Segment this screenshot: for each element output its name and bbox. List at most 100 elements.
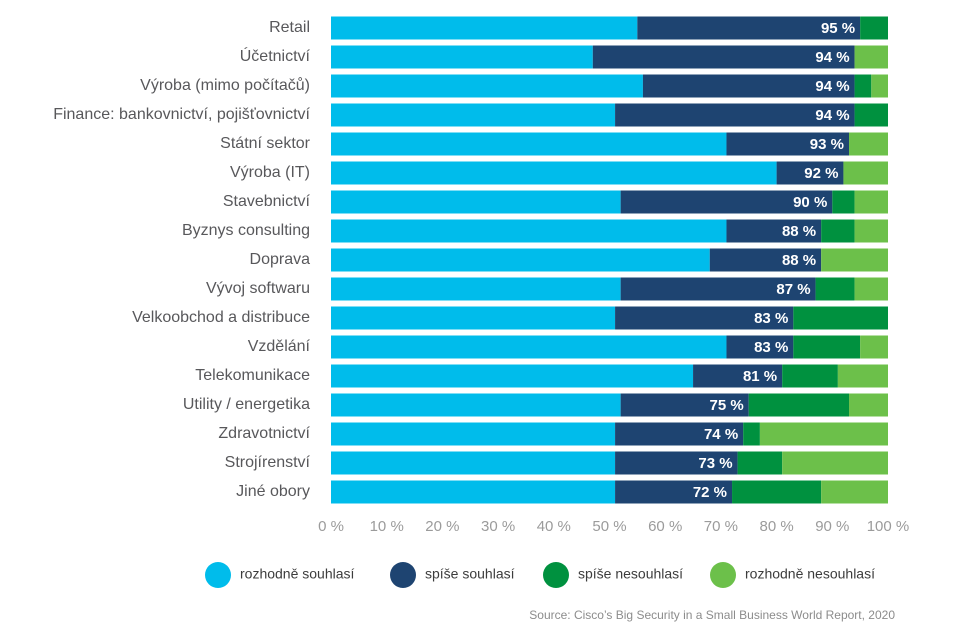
bar-segment (793, 335, 861, 359)
category-label: Byznys consulting (182, 222, 310, 239)
total-label: 95 % (821, 20, 855, 37)
bar-segment (821, 480, 888, 504)
bar-segment (331, 190, 621, 214)
bar-segment (815, 277, 855, 301)
bar-segment (620, 190, 833, 214)
bar-segment (693, 364, 783, 388)
x-tick-label: 30 % (481, 518, 515, 535)
bar-segment (854, 74, 872, 98)
bar-segment (331, 393, 621, 417)
x-tick-label: 80 % (759, 518, 793, 535)
category-label: Jiné obory (236, 483, 310, 500)
bar-segment (331, 277, 621, 301)
x-tick-label: 50 % (592, 518, 626, 535)
total-label: 83 % (754, 310, 788, 327)
total-label: 94 % (815, 78, 849, 95)
bar-segment (615, 451, 738, 475)
total-label: 90 % (793, 194, 827, 211)
bar-segment (331, 422, 616, 446)
bar-segment (726, 335, 794, 359)
bar-segment (854, 190, 888, 214)
bar-segment (331, 248, 710, 272)
bar-segment (793, 306, 888, 330)
bar-segment (620, 277, 816, 301)
bar-segment (331, 161, 777, 185)
bar-segment (331, 306, 616, 330)
category-label: Výroba (IT) (230, 164, 310, 181)
bar-segment (331, 45, 593, 69)
legend-swatch (390, 562, 416, 588)
x-tick-label: 90 % (815, 518, 849, 535)
x-tick-label: 0 % (318, 518, 344, 535)
legend-label: rozhodně souhlasí (240, 566, 355, 582)
category-label: Retail (269, 19, 310, 36)
bar-segment (637, 16, 861, 40)
bar-segment (782, 364, 838, 388)
category-label: Strojírenství (225, 454, 311, 471)
bar-segment (615, 480, 733, 504)
total-label: 75 % (710, 397, 744, 414)
category-label: Stavebnictví (223, 193, 311, 210)
bar-segment (732, 480, 822, 504)
category-label: Finance: bankovnictví, pojišťovnictví (53, 106, 310, 123)
x-tick-label: 40 % (537, 518, 571, 535)
total-label: 88 % (782, 252, 816, 269)
bar-segment (331, 480, 616, 504)
bar-segment (748, 393, 850, 417)
bar-segment (331, 16, 638, 40)
bar-segment (726, 132, 850, 156)
total-label: 93 % (810, 136, 844, 153)
category-label: Telekomunikace (195, 367, 310, 384)
bar-segment (759, 422, 888, 446)
x-tick-label: 10 % (370, 518, 404, 535)
legend-swatch (205, 562, 231, 588)
bar-segment (726, 219, 822, 243)
category-label: Účetnictví (240, 46, 311, 65)
bar-segment (331, 103, 616, 127)
bar-segment (832, 190, 855, 214)
bar-segment (331, 132, 727, 156)
legend-swatch (710, 562, 736, 588)
total-label: 81 % (743, 368, 777, 385)
bar-segment (709, 248, 822, 272)
bar-segment (743, 422, 760, 446)
x-tick-label: 20 % (425, 518, 459, 535)
category-label: Zdravotnictví (218, 425, 310, 442)
total-label: 92 % (804, 165, 838, 182)
category-label: Utility / energetika (183, 396, 310, 413)
x-tick-label: 70 % (704, 518, 738, 535)
x-tick-label: 100 % (867, 518, 910, 535)
legend-label: rozhodně nesouhlasí (745, 566, 875, 582)
bar-segment (854, 219, 888, 243)
total-label: 83 % (754, 339, 788, 356)
bar-segment (837, 364, 888, 388)
total-label: 94 % (815, 107, 849, 124)
bar-segment (615, 422, 744, 446)
bar-segment (854, 103, 888, 127)
bar-segment (871, 74, 888, 98)
total-label: 72 % (693, 484, 727, 501)
bar-segment (620, 393, 749, 417)
bar-segment (737, 451, 783, 475)
legend-swatch (543, 562, 569, 588)
category-label: Vývoj softwaru (206, 280, 310, 297)
bar-segment (843, 161, 888, 185)
bar-segment (854, 45, 888, 69)
category-label: Státní sektor (220, 135, 310, 152)
bar-segment (782, 451, 888, 475)
x-tick-label: 60 % (648, 518, 682, 535)
category-label: Výroba (mimo počítačů) (140, 76, 310, 94)
total-label: 74 % (704, 426, 738, 443)
category-label: Doprava (250, 251, 311, 268)
bar-segment (331, 451, 616, 475)
bar-segment (776, 161, 844, 185)
bar-segment (615, 103, 855, 127)
bar-segment (821, 248, 888, 272)
bar-segment (849, 393, 888, 417)
bar-segment (331, 364, 694, 388)
legend-label: spíše nesouhlasí (578, 566, 683, 582)
bar-segment (592, 45, 855, 69)
bar-segment (331, 219, 727, 243)
category-label: Vzdělání (248, 338, 311, 355)
total-label: 94 % (815, 49, 849, 66)
